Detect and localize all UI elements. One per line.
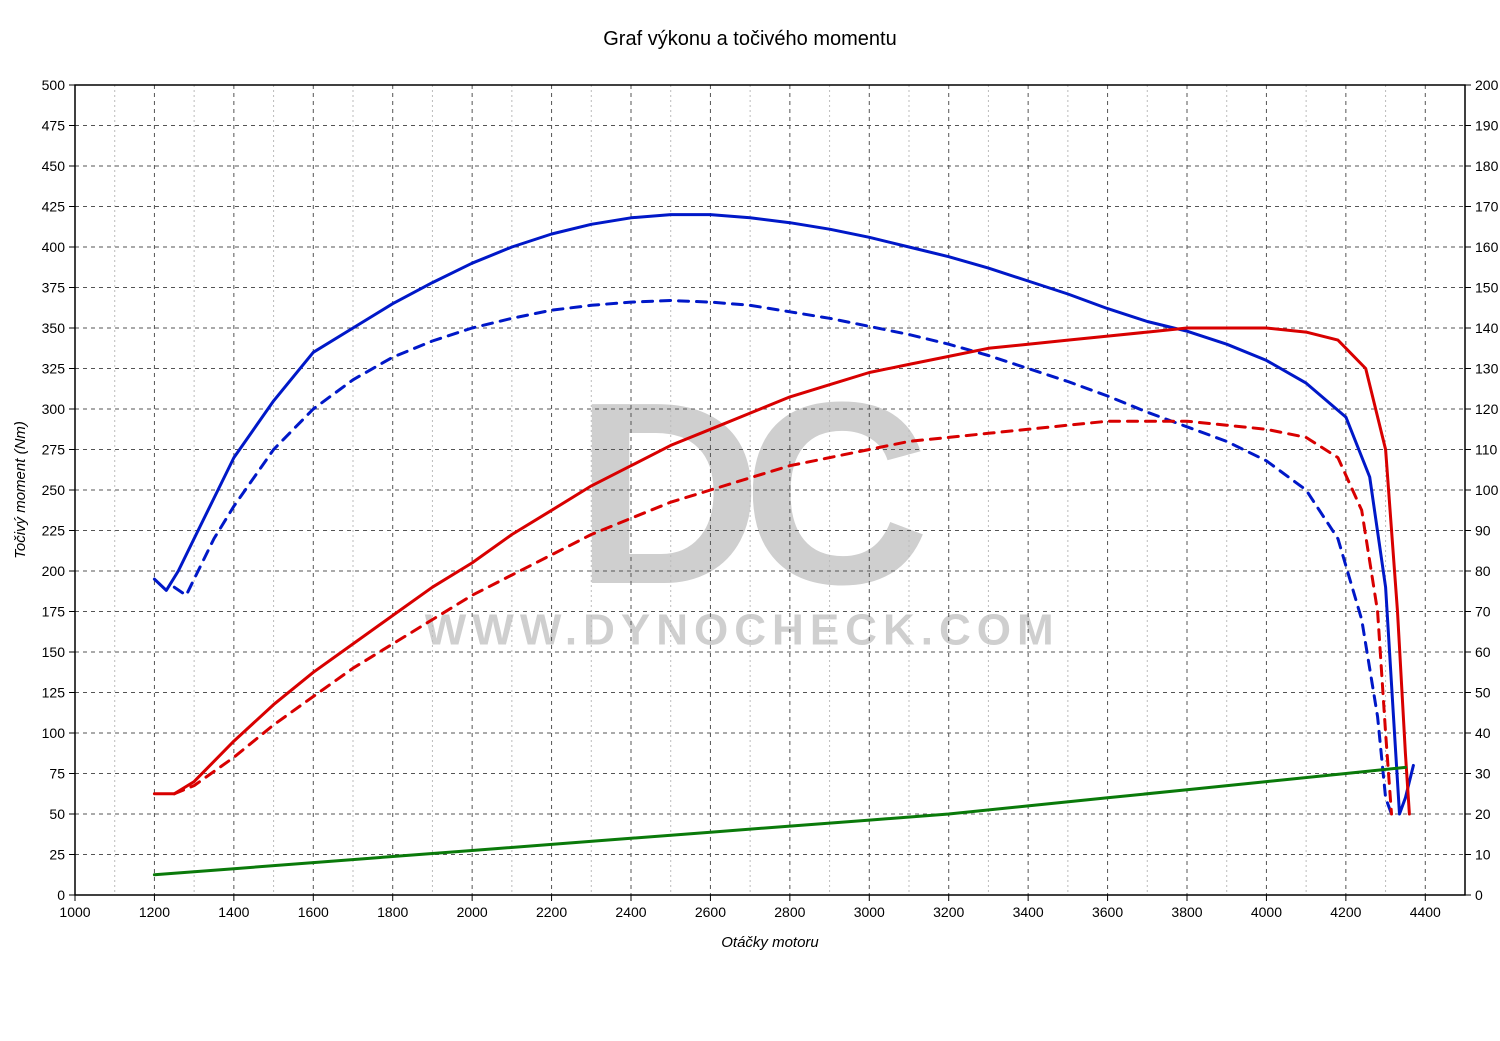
y-left-tick-label: 100 bbox=[42, 725, 66, 741]
x-tick-label: 1200 bbox=[139, 904, 170, 920]
y-right-tick-label: 150 bbox=[1475, 280, 1499, 296]
y-left-tick-label: 125 bbox=[42, 685, 66, 701]
x-tick-label: 3600 bbox=[1092, 904, 1123, 920]
dyno-chart: DCWWW.DYNOCHECK.COM100012001400160018002… bbox=[0, 0, 1500, 1041]
x-tick-label: 2200 bbox=[536, 904, 567, 920]
y-right-tick-label: 90 bbox=[1475, 523, 1491, 539]
x-tick-label: 1800 bbox=[377, 904, 408, 920]
y-left-tick-label: 475 bbox=[42, 118, 66, 134]
x-tick-label: 3800 bbox=[1171, 904, 1202, 920]
x-tick-label: 4400 bbox=[1410, 904, 1441, 920]
y-right-tick-label: 10 bbox=[1475, 847, 1491, 863]
y-right-tick-label: 180 bbox=[1475, 158, 1499, 174]
y-left-tick-label: 500 bbox=[42, 77, 66, 93]
y-left-tick-label: 300 bbox=[42, 401, 66, 417]
x-tick-label: 1000 bbox=[59, 904, 90, 920]
y-left-tick-label: 325 bbox=[42, 361, 66, 377]
y-right-tick-label: 140 bbox=[1475, 320, 1499, 336]
y-right-tick-label: 30 bbox=[1475, 766, 1491, 782]
y-right-tick-label: 200 bbox=[1475, 77, 1499, 93]
x-tick-label: 4200 bbox=[1330, 904, 1361, 920]
y-right-tick-label: 170 bbox=[1475, 199, 1499, 215]
y-right-tick-label: 130 bbox=[1475, 361, 1499, 377]
y-left-tick-label: 275 bbox=[42, 442, 66, 458]
y-left-tick-label: 425 bbox=[42, 199, 66, 215]
y-right-tick-label: 110 bbox=[1475, 442, 1498, 458]
y-left-tick-label: 50 bbox=[49, 806, 65, 822]
y-left-tick-label: 0 bbox=[57, 887, 65, 903]
y-left-tick-label: 225 bbox=[42, 523, 66, 539]
x-tick-label: 1400 bbox=[218, 904, 249, 920]
y-left-tick-label: 375 bbox=[42, 280, 66, 296]
x-tick-label: 2000 bbox=[457, 904, 488, 920]
y-left-tick-label: 175 bbox=[42, 604, 66, 620]
y-right-tick-label: 120 bbox=[1475, 401, 1499, 417]
y-right-tick-label: 60 bbox=[1475, 644, 1491, 660]
x-tick-label: 1600 bbox=[298, 904, 329, 920]
y-right-tick-label: 0 bbox=[1475, 887, 1483, 903]
y-right-tick-label: 40 bbox=[1475, 725, 1491, 741]
y-left-tick-label: 250 bbox=[42, 482, 66, 498]
chart-title: Graf výkonu a točivého momentu bbox=[603, 28, 896, 50]
svg-text:WWW.DYNOCHECK.COM: WWW.DYNOCHECK.COM bbox=[425, 605, 1060, 654]
y-left-tick-label: 350 bbox=[42, 320, 66, 336]
y-right-tick-label: 20 bbox=[1475, 806, 1491, 822]
x-tick-label: 2400 bbox=[615, 904, 646, 920]
y-right-tick-label: 50 bbox=[1475, 685, 1491, 701]
y-left-tick-label: 150 bbox=[42, 644, 66, 660]
x-axis-label: Otáčky motoru bbox=[721, 934, 819, 951]
y-right-tick-label: 190 bbox=[1475, 118, 1499, 134]
x-tick-label: 3200 bbox=[933, 904, 964, 920]
x-tick-label: 3400 bbox=[1013, 904, 1044, 920]
y-right-tick-label: 100 bbox=[1475, 482, 1499, 498]
x-tick-label: 4000 bbox=[1251, 904, 1282, 920]
y-right-tick-label: 80 bbox=[1475, 563, 1491, 579]
y-right-tick-label: 160 bbox=[1475, 239, 1499, 255]
y-left-tick-label: 25 bbox=[49, 847, 65, 863]
y-left-tick-label: 400 bbox=[42, 239, 66, 255]
y-left-tick-label: 75 bbox=[49, 766, 65, 782]
x-tick-label: 3000 bbox=[854, 904, 885, 920]
y-left-tick-label: 450 bbox=[42, 158, 66, 174]
y-right-tick-label: 70 bbox=[1475, 604, 1491, 620]
y-left-axis-label: Točivý moment (Nm) bbox=[12, 421, 29, 559]
x-tick-label: 2800 bbox=[774, 904, 805, 920]
x-tick-label: 2600 bbox=[695, 904, 726, 920]
y-left-tick-label: 200 bbox=[42, 563, 66, 579]
